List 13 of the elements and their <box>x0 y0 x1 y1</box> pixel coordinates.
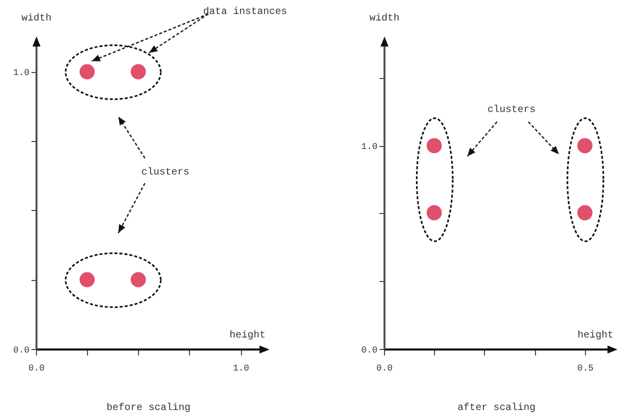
x-tick-label: 0.0 <box>376 364 393 374</box>
text: data instances <box>203 6 288 18</box>
x-axis-title: height <box>577 330 614 342</box>
annotation: clusters <box>487 104 536 116</box>
text: after scaling <box>457 402 536 413</box>
annotation: clusters <box>141 166 190 179</box>
text: before scaling <box>106 402 191 413</box>
x-axis-title: height <box>229 330 266 342</box>
x-tick-label: 0.0 <box>28 364 45 374</box>
x-tick-label: 0.5 <box>577 364 594 374</box>
x-tick-label: 1.0 <box>232 364 250 374</box>
y-axis-title: width <box>369 12 400 24</box>
y-axis-title: width <box>21 12 52 24</box>
